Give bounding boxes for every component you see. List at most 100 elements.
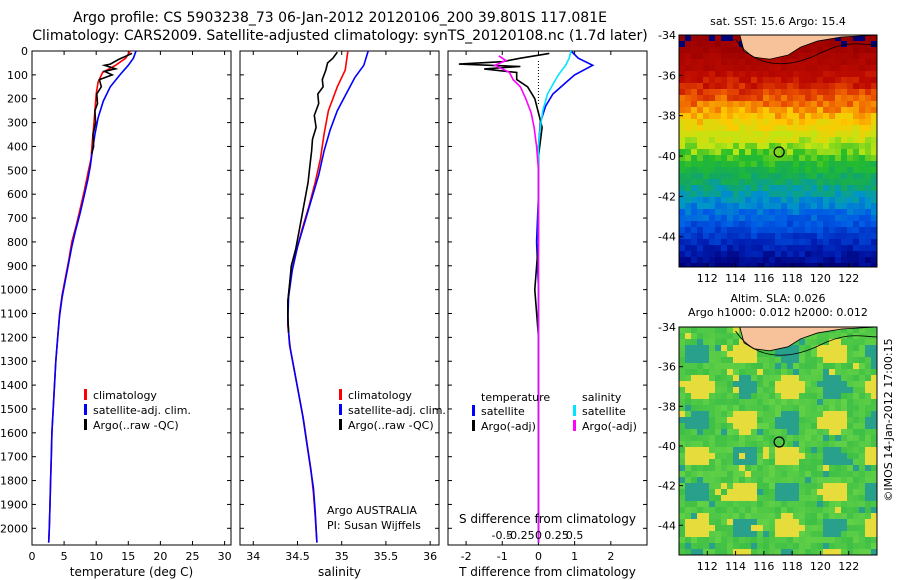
map-y-tick-label: -38 bbox=[658, 110, 676, 123]
y-tick-label: 100 bbox=[7, 69, 28, 82]
series-line-climatology bbox=[286, 50, 349, 543]
legend-swatch bbox=[339, 404, 342, 415]
map-y-tick-label: -38 bbox=[658, 400, 676, 413]
y-tick-label: 1400 bbox=[0, 379, 28, 392]
x-tick-label: 36 bbox=[423, 550, 437, 563]
panel-salinity: 34 34.5 35 35.5 36 salinity climatology satelli… bbox=[239, 50, 446, 579]
x-tick-label: 5 bbox=[61, 550, 68, 563]
y-tick-label: 200 bbox=[7, 93, 28, 106]
legend-label: Argo(..raw -QC) bbox=[93, 419, 179, 432]
legend-label: climatology bbox=[348, 389, 412, 402]
y-tick-label: 700 bbox=[7, 212, 28, 225]
y-tick-label: 800 bbox=[7, 236, 28, 249]
legend-swatch bbox=[472, 405, 475, 416]
plot-frame bbox=[447, 50, 648, 546]
map-y-tick-label: -42 bbox=[658, 480, 676, 493]
y-tick-label: 1200 bbox=[0, 331, 28, 344]
map-x-tick-label: 118 bbox=[782, 560, 803, 573]
series-line-salinity-argo-adj- bbox=[493, 55, 540, 543]
legend-label: Argo(-adj) bbox=[582, 420, 637, 433]
x-tick-label: 34 bbox=[246, 550, 260, 563]
depth-contour bbox=[735, 330, 878, 356]
legend-swatch bbox=[84, 419, 87, 430]
sst-map: 112 114 116 118 120 122 -34 -36 -38 -40 -42 -44 sat.… bbox=[658, 15, 878, 285]
x-tick-label: 0 bbox=[29, 550, 36, 563]
x-tick-label: -2 bbox=[461, 550, 472, 563]
y-tick-label: 300 bbox=[7, 117, 28, 130]
legend-label: climatology bbox=[93, 389, 157, 402]
s-tick-label: 0.25 bbox=[544, 529, 569, 542]
legend-swatch bbox=[573, 405, 576, 416]
series-line-satellite-adj-clim- bbox=[47, 50, 137, 543]
x-tick-label: 35 bbox=[335, 550, 349, 563]
map-x-tick-label: 118 bbox=[782, 272, 803, 285]
map-frame bbox=[678, 34, 878, 268]
y-tick-label: 0 bbox=[21, 45, 28, 58]
sla-map: 112 114 116 118 120 122 -34 -36 -38 -40 -42 -44 Alti… bbox=[658, 292, 878, 573]
s-tick-label: 0 bbox=[535, 529, 542, 542]
legend-swatch bbox=[84, 404, 87, 415]
x-tick-label: -1 bbox=[497, 550, 508, 563]
argo-position-marker bbox=[773, 436, 785, 448]
legend-label: satellite bbox=[481, 405, 525, 418]
series-line-argo-raw-qc- bbox=[90, 52, 133, 154]
map-x-tick-label: 122 bbox=[838, 560, 859, 573]
series-line-climatology bbox=[47, 50, 131, 543]
y-tick-label: 500 bbox=[7, 164, 28, 177]
x-tick-label: 20 bbox=[153, 550, 167, 563]
map-y-tick-label: -34 bbox=[658, 29, 676, 42]
legend-label: Argo(..raw -QC) bbox=[348, 419, 434, 432]
y-tick-label: 2000 bbox=[0, 522, 28, 535]
map-x-tick-label: 114 bbox=[725, 560, 746, 573]
legend-label: satellite-adj. clim. bbox=[93, 404, 191, 417]
figure-title-line1: Argo profile: CS 5903238_73 06-Jan-2012 … bbox=[73, 10, 607, 26]
y-tick-label: 1100 bbox=[0, 308, 28, 321]
y-tick-label: 1500 bbox=[0, 403, 28, 416]
y-tick-label: 400 bbox=[7, 140, 28, 153]
map-y-tick-label: -40 bbox=[658, 150, 676, 163]
legend-swatch bbox=[573, 420, 576, 431]
series-line-temperature-satellite bbox=[535, 50, 595, 543]
legend-swatch bbox=[339, 389, 342, 400]
series-line-satellite-adj-clim- bbox=[286, 50, 369, 543]
map-y-tick-label: -44 bbox=[658, 231, 676, 244]
panel-temperature: 0 5 10 15 20 25 30 temperature (deg C) 0 100 200 30… bbox=[0, 45, 232, 579]
y-tick-label: 1800 bbox=[0, 475, 28, 488]
x-tick-label: 34.5 bbox=[285, 550, 310, 563]
depth-contour bbox=[735, 38, 878, 65]
map-title: sat. SST: 15.6 Argo: 15.4 bbox=[710, 15, 846, 28]
plot-frame bbox=[239, 50, 440, 546]
series-line-argo-raw-qc- bbox=[286, 51, 338, 333]
series-line-temperature-argo-adj- bbox=[458, 52, 550, 543]
map-y-tick-label: -44 bbox=[658, 519, 676, 532]
map-x-tick-label: 120 bbox=[810, 272, 831, 285]
legend-label: Argo(-adj) bbox=[481, 420, 536, 433]
y-tick-label: 1000 bbox=[0, 284, 28, 297]
map-x-tick-label: 112 bbox=[697, 560, 718, 573]
y-tick-label: 1700 bbox=[0, 451, 28, 464]
argo-position-marker bbox=[773, 146, 785, 158]
x-tick-label: 0 bbox=[535, 550, 542, 563]
map-x-tick-label: 120 bbox=[810, 560, 831, 573]
map-y-tick-label: -40 bbox=[658, 440, 676, 453]
x-axis-label: temperature (deg C) bbox=[70, 565, 193, 579]
x-tick-label: 2 bbox=[607, 550, 614, 563]
map-title: Altim. SLA: 0.026 bbox=[730, 292, 825, 305]
map-x-tick-label: 116 bbox=[753, 272, 774, 285]
panel-difference: -2 -1 0 1 2 T difference from climatology -0.5… bbox=[447, 50, 648, 579]
x-tick-label: 35.5 bbox=[374, 550, 399, 563]
map-x-tick-label: 114 bbox=[725, 272, 746, 285]
map-x-tick-label: 116 bbox=[753, 560, 774, 573]
y-tick-label: 1900 bbox=[0, 498, 28, 511]
map-y-tick-label: -34 bbox=[658, 321, 676, 334]
legend-swatch bbox=[84, 389, 87, 400]
map-frame bbox=[678, 326, 878, 556]
plot-frame bbox=[31, 50, 232, 546]
map-y-tick-label: -36 bbox=[658, 361, 676, 374]
legend-label: satellite-adj. clim. bbox=[348, 404, 446, 417]
panel-annotation: Argo AUSTRALIA bbox=[327, 504, 417, 517]
legend-label: satellite bbox=[582, 405, 626, 418]
legend-swatch bbox=[472, 420, 475, 431]
x-axis-label: T difference from climatology bbox=[458, 565, 636, 579]
